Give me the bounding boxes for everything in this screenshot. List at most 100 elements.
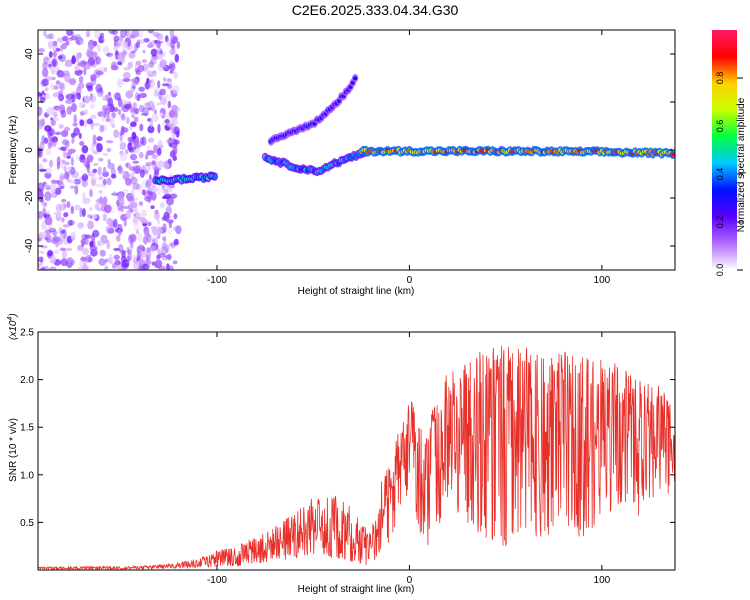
noise-blob: [63, 203, 67, 209]
noise-blob: [85, 254, 92, 263]
noise-blob: [131, 113, 135, 118]
noise-blob: [92, 162, 99, 167]
noise-blob: [162, 83, 170, 87]
noise-blob: [133, 116, 139, 123]
noise-blob: [166, 38, 171, 48]
noise-blob: [71, 171, 80, 179]
noise-blob: [151, 113, 159, 123]
noise-blob: [154, 89, 159, 97]
noise-blob: [157, 123, 161, 134]
noise-blob: [108, 53, 117, 61]
noise-blob: [146, 150, 155, 156]
noise-blob: [74, 34, 81, 39]
noise-blob: [65, 247, 73, 252]
noise-blob: [169, 193, 177, 199]
noise-blob: [98, 258, 106, 266]
noise-blob: [82, 191, 86, 200]
noise-blob: [65, 161, 70, 166]
noise-blob: [60, 146, 67, 151]
noise-blob: [45, 167, 52, 175]
spectrogram-x-axis-label: Height of straight line (km): [298, 286, 415, 297]
snr-series-path: [38, 345, 675, 570]
noise-blob: [140, 251, 147, 259]
noise-blob: [47, 40, 55, 47]
noise-blob: [148, 30, 154, 34]
noise-blob: [120, 30, 128, 38]
noise-blob: [169, 30, 175, 39]
noise-blob: [74, 185, 79, 195]
snr-x-axis-label: Height of straight line (km): [298, 584, 415, 595]
noise-blob: [91, 51, 98, 59]
noise-blob: [127, 249, 133, 254]
noise-blob: [124, 128, 128, 133]
noise-blob: [38, 146, 42, 156]
noise-blob: [64, 61, 72, 68]
noise-blob: [116, 223, 122, 230]
noise-blob: [139, 92, 147, 98]
noise-blob: [90, 144, 95, 153]
noise-blob: [174, 53, 179, 63]
spectrogram-feature: [261, 148, 369, 177]
noise-blob: [102, 178, 107, 186]
noise-blob: [147, 125, 155, 134]
noise-blob: [137, 266, 145, 270]
noise-blob: [89, 189, 93, 198]
noise-blob: [166, 140, 175, 144]
noise-blob: [55, 47, 60, 52]
noise-blob: [140, 209, 148, 218]
noise-blob: [112, 191, 116, 197]
noise-blob: [172, 156, 178, 162]
noise-blob: [121, 41, 129, 49]
noise-blob: [149, 118, 154, 128]
noise-blob: [89, 93, 93, 101]
noise-blob: [102, 46, 110, 54]
noise-blob: [59, 175, 66, 180]
noise-blob: [108, 30, 116, 35]
noise-blob: [87, 214, 92, 218]
noise-blob: [39, 141, 45, 150]
noise-blob: [42, 207, 46, 217]
noise-blob: [38, 106, 43, 116]
noise-blob: [93, 40, 98, 47]
noise-blob: [83, 174, 89, 181]
noise-blob: [47, 140, 52, 150]
noise-blob: [118, 164, 123, 175]
noise-blob: [52, 180, 61, 184]
noise-blob: [74, 204, 81, 211]
noise-blob: [167, 229, 173, 235]
noise-blob: [69, 78, 77, 86]
noise-blob: [66, 151, 72, 156]
noise-blob: [39, 191, 45, 199]
figure-title: C2E6.2025.333.04.34.G30: [292, 2, 459, 18]
colorbar-tick-label: 0.0: [715, 264, 725, 277]
noise-blob: [125, 30, 131, 37]
noise-blob: [158, 91, 162, 100]
noise-blob: [92, 122, 101, 127]
noise-blob: [167, 158, 172, 165]
noise-blob: [132, 85, 136, 89]
noise-blob: [66, 155, 71, 159]
line-core: [353, 76, 358, 81]
spectrogram-y-axis-label: Frequency (Hz): [8, 116, 19, 185]
noise-blob: [56, 210, 62, 218]
noise-blob: [129, 172, 135, 181]
noise-blob: [85, 160, 91, 169]
noise-blob: [87, 154, 94, 163]
noise-blob: [117, 196, 125, 207]
noise-blob: [75, 92, 81, 100]
noise-blob: [78, 132, 82, 139]
noise-blob: [54, 187, 62, 195]
noise-blob: [48, 32, 55, 40]
noise-blob: [151, 57, 158, 65]
noise-blob: [159, 112, 164, 117]
noise-blob: [60, 109, 67, 119]
noise-blob: [125, 90, 134, 99]
noise-blob: [138, 244, 145, 250]
noise-blob: [40, 267, 46, 270]
noise-blob: [117, 61, 122, 66]
noise-blob: [138, 201, 143, 207]
noise-blob: [80, 256, 87, 262]
y-tick-label: 0: [24, 147, 35, 153]
noise-blob: [45, 226, 53, 231]
